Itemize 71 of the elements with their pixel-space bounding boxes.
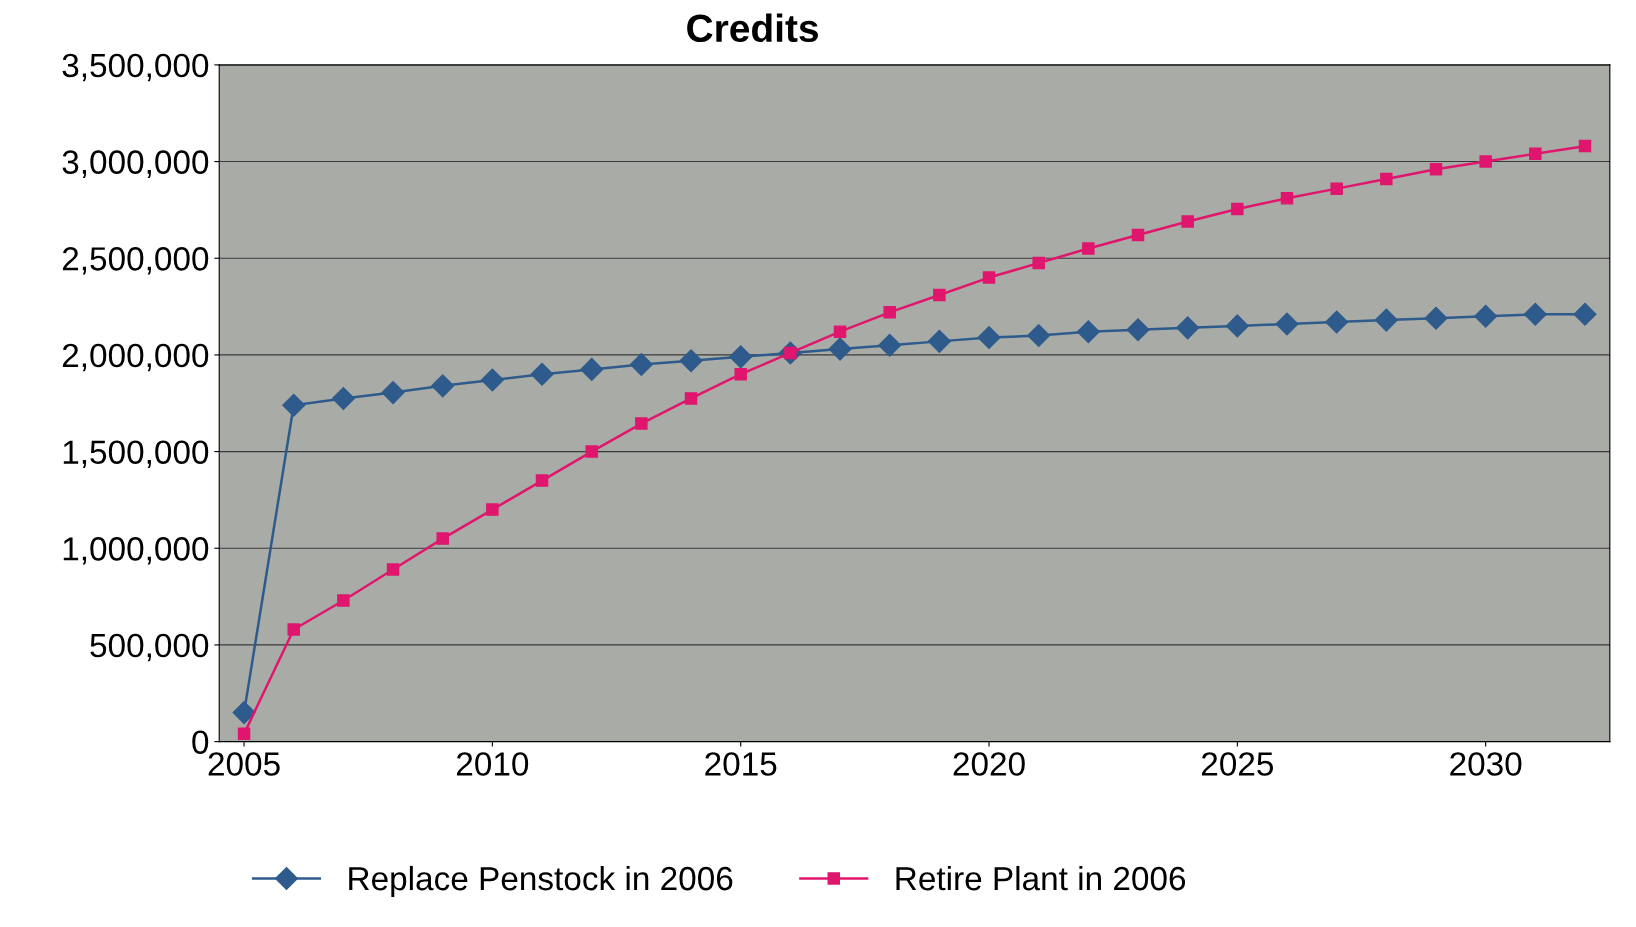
point: [386, 563, 400, 576]
x-tick-label: 2025: [1201, 752, 1274, 776]
point: [1027, 324, 1051, 348]
x-tick-label: 2020: [953, 752, 1025, 776]
point: [232, 701, 256, 725]
point: [878, 333, 902, 357]
point: [287, 623, 300, 636]
x-tick-label: 2005: [208, 752, 280, 776]
point: [331, 386, 355, 410]
x-tick-label: 2010: [456, 752, 529, 776]
point: [977, 326, 1001, 350]
point: [337, 594, 350, 607]
point: [237, 727, 251, 741]
y-tick-label: 3,000,000: [62, 150, 209, 178]
point: [684, 392, 698, 405]
point: [828, 337, 852, 361]
point: [927, 329, 951, 353]
point: [585, 445, 598, 458]
point: [1523, 302, 1547, 326]
point: [1429, 163, 1443, 176]
point: [1474, 304, 1498, 328]
point: [1082, 242, 1095, 255]
point: [431, 374, 455, 398]
point: [480, 368, 504, 392]
chart-title: Credits: [687, 13, 818, 43]
point: [1578, 139, 1592, 153]
y-tick-label: 2,500,000: [62, 247, 209, 275]
point: [734, 367, 747, 381]
point: [1076, 320, 1100, 344]
point: [580, 357, 604, 381]
y-tick-label: 2,000,000: [62, 343, 209, 372]
point: [933, 288, 946, 302]
y-tick-label: 1,500,000: [63, 440, 209, 468]
y-tick-label: 0: [192, 730, 209, 755]
point: [883, 306, 896, 319]
point: [1280, 192, 1294, 205]
point: [1225, 314, 1249, 338]
point: [1032, 256, 1045, 270]
y-tick-label: 1,000,000: [63, 537, 209, 565]
point: [679, 349, 703, 373]
point: [1573, 302, 1597, 326]
point: [1231, 202, 1244, 216]
y-tick-label: 500,000: [90, 633, 209, 662]
point: [1374, 308, 1398, 332]
point: [530, 362, 554, 386]
x-tick-label: 2015: [705, 752, 777, 776]
x-tick-label: 2030: [1450, 752, 1522, 776]
point: [833, 325, 847, 338]
point: [1176, 316, 1200, 340]
point: [1131, 228, 1145, 242]
point: [381, 381, 405, 405]
point: [1529, 147, 1542, 161]
y-tick-label: 3,500,000: [62, 53, 209, 82]
point: [1126, 318, 1150, 342]
point: [635, 417, 648, 430]
point: [1325, 310, 1349, 334]
point: [729, 345, 753, 369]
point: [535, 474, 549, 487]
point: [1380, 172, 1393, 186]
point: [1479, 155, 1492, 168]
point: [1330, 182, 1343, 195]
point: [629, 353, 653, 377]
point: [436, 532, 449, 545]
legend-label: Retire Plant in 2006: [896, 865, 1186, 891]
point: [982, 271, 996, 284]
point: [1424, 306, 1448, 330]
point: [1181, 215, 1194, 228]
point: [486, 503, 499, 516]
legend-label: Replace Penstock in 2006: [349, 865, 733, 897]
point: [1275, 312, 1299, 336]
point: [282, 393, 306, 417]
